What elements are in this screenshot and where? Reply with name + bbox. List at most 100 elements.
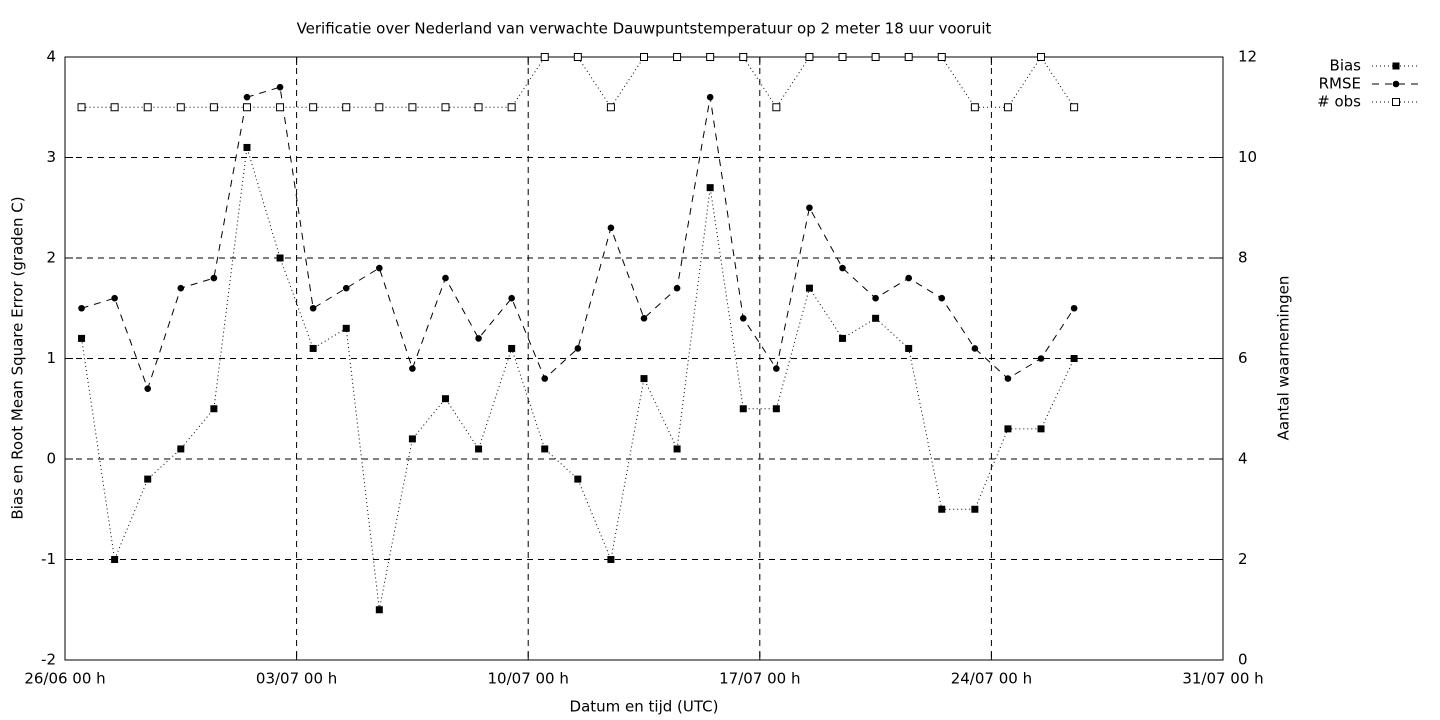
marker [144, 385, 152, 392]
marker [276, 83, 284, 91]
marker [772, 103, 781, 112]
marker [772, 405, 780, 413]
marker [607, 224, 615, 232]
marker [475, 445, 483, 453]
marker [209, 103, 218, 112]
marker [1004, 425, 1012, 433]
marker [673, 53, 682, 61]
x-axis-label: Datum en tijd (UTC) [570, 698, 719, 716]
y2-tick-label: 8 [1238, 249, 1248, 267]
marker [573, 53, 582, 61]
marker [574, 345, 582, 352]
marker [144, 475, 152, 483]
marker [242, 103, 251, 112]
marker [376, 264, 383, 272]
marker [607, 556, 615, 563]
marker [507, 103, 516, 112]
legend-label: Bias [1330, 57, 1362, 75]
x-tick-label: 03/07 00 h [256, 670, 337, 688]
marker [342, 284, 350, 292]
legend-marker [1392, 62, 1400, 70]
marker [1070, 304, 1078, 312]
x-tick-label: 31/07 00 h [1182, 670, 1263, 688]
marker [210, 274, 218, 282]
marker [938, 294, 946, 302]
marker [971, 345, 979, 352]
marker [309, 344, 317, 352]
marker [739, 405, 747, 413]
marker [243, 93, 251, 101]
y2-tick-label: 4 [1238, 450, 1248, 468]
marker [474, 103, 483, 112]
series-line [81, 86, 1075, 391]
marker [872, 314, 880, 322]
marker [574, 475, 582, 483]
y-tick-label: 2 [46, 249, 56, 267]
marker [706, 53, 715, 61]
x-tick-label: 17/07 00 h [719, 670, 800, 688]
marker [706, 93, 714, 101]
marker [77, 103, 86, 112]
marker [508, 294, 515, 302]
marker [111, 556, 119, 563]
marker [773, 365, 780, 372]
marker [276, 103, 285, 112]
series-line [81, 56, 1075, 109]
marker [110, 103, 119, 112]
y2-tick-label: 0 [1238, 651, 1248, 669]
marker [409, 365, 416, 372]
series-line [81, 147, 1075, 610]
marker [1037, 355, 1045, 362]
marker [871, 53, 880, 61]
marker [143, 103, 152, 112]
marker [176, 103, 185, 112]
marker [838, 53, 847, 61]
y-tick-label: 1 [46, 349, 56, 367]
legend-marker [1392, 80, 1400, 88]
marker [309, 304, 317, 312]
legend-label: # obs [1317, 93, 1361, 111]
marker [739, 53, 748, 61]
marker [839, 334, 847, 342]
marker [905, 344, 913, 352]
marker [508, 344, 516, 352]
marker [739, 315, 747, 322]
y2-axis-label: Aantal waarnemingen [1275, 276, 1293, 441]
marker [111, 294, 118, 302]
marker [78, 304, 85, 312]
marker [805, 284, 813, 292]
marker [1037, 425, 1045, 433]
marker [375, 606, 383, 614]
y2-tick-label: 6 [1238, 349, 1248, 367]
marker [937, 53, 946, 61]
marker [938, 505, 946, 513]
marker [905, 274, 912, 282]
marker [673, 284, 681, 292]
y2-tick-label: 12 [1238, 48, 1257, 66]
y-tick-label: -2 [41, 651, 56, 669]
marker [606, 103, 615, 112]
marker [309, 103, 318, 112]
marker [971, 505, 979, 513]
y2-tick-label: 2 [1238, 550, 1248, 568]
marker [970, 103, 979, 112]
legend-label: RMSE [1319, 75, 1361, 93]
marker [872, 294, 879, 302]
marker [276, 254, 284, 262]
marker [540, 53, 549, 61]
legend-marker [1392, 98, 1400, 106]
marker [640, 375, 648, 383]
marker [210, 405, 218, 413]
marker [806, 204, 813, 212]
marker [673, 445, 681, 453]
marker [177, 284, 185, 292]
marker [475, 335, 482, 342]
marker [408, 435, 416, 443]
marker [441, 395, 449, 403]
marker [1037, 53, 1046, 61]
x-tick-label: 26/06 00 h [24, 670, 105, 688]
x-tick-label: 24/07 00 h [951, 670, 1032, 688]
x-tick-label: 10/07 00 h [488, 670, 569, 688]
